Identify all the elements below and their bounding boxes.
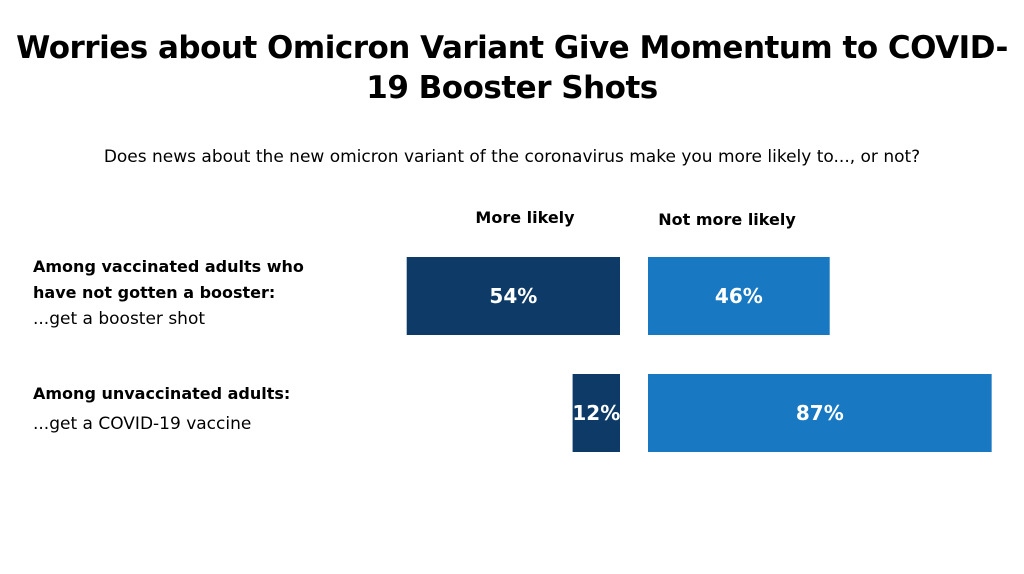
data-label-not-more-likely-1: 87%	[796, 401, 844, 425]
row-label-group-0-line-0: Among vaccinated adults who	[33, 257, 304, 276]
row-label-group-1-line-0: Among unvaccinated adults:	[33, 384, 291, 403]
column-header-1: Not more likely	[658, 210, 796, 229]
bar-more-likely-0	[406, 257, 620, 335]
bar-not-more-likely-0	[648, 257, 830, 335]
data-label-more-likely-1: 12%	[572, 401, 620, 425]
bar-not-more-likely-1	[648, 374, 992, 452]
row-label-action-1: ...get a COVID-19 vaccine	[33, 414, 252, 434]
data-label-not-more-likely-0: 46%	[715, 284, 763, 308]
column-header-0: More likely	[475, 208, 575, 227]
bar-more-likely-1	[572, 374, 620, 452]
row-label-group-0: Among vaccinated adults who have not got…	[33, 254, 304, 306]
row-label-group-1: Among unvaccinated adults:	[33, 381, 290, 407]
data-label-more-likely-0: 54%	[489, 284, 537, 308]
chart-title: Worries about Omicron Variant Give Momen…	[16, 30, 1008, 106]
chart-subtitle: Does news about the new omicron variant …	[103, 147, 921, 167]
row-label-action-0: ...get a booster shot	[33, 309, 206, 329]
row-label-group-0-line-1: have not gotten a booster:	[33, 283, 276, 302]
